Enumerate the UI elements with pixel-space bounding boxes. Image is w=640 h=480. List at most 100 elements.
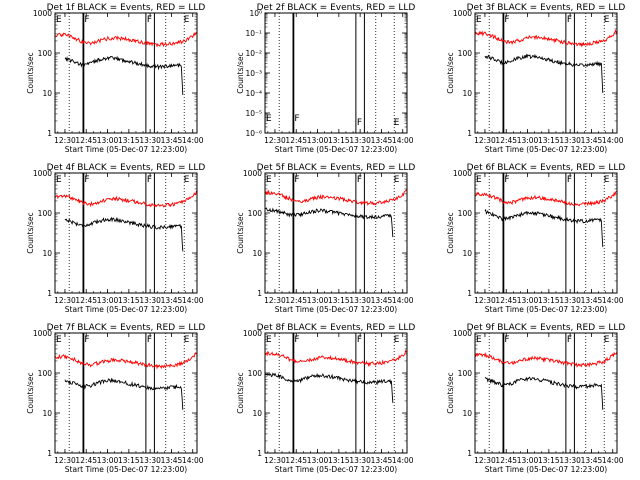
y-tick-label: 10 bbox=[252, 249, 262, 258]
event-marker-e: E bbox=[266, 335, 272, 345]
y-tick-label: 1000 bbox=[243, 329, 262, 338]
x-tick-label: 14:00 bbox=[392, 296, 414, 305]
chart-panel-8: Det 8f BLACK = Events, RED = LLD Start Ti… bbox=[236, 323, 415, 474]
x-axis-label: Start Time (05-Dec-07 12:23:00) bbox=[65, 465, 187, 474]
x-tick-label: 12:45 bbox=[75, 456, 97, 465]
event-marker-e: E bbox=[604, 335, 610, 345]
x-tick-label: 12:30 bbox=[264, 456, 286, 465]
y-tick-label: 100 bbox=[458, 369, 473, 378]
event-marker-e: E bbox=[476, 15, 482, 25]
y-tick-label: 10⁻¹ bbox=[245, 29, 262, 38]
panel-title: Det 7f BLACK = Events, RED = LLD bbox=[47, 323, 206, 333]
event-marker-f: F bbox=[147, 335, 152, 345]
y-tick-label: 1 bbox=[467, 449, 472, 458]
x-tick-label: 13:00 bbox=[97, 296, 119, 305]
x-axis-label: Start Time (05-Dec-07 12:23:00) bbox=[275, 305, 397, 314]
x-axis-label: Start Time (05-Dec-07 12:23:00) bbox=[485, 305, 607, 314]
lld-series-line bbox=[55, 31, 197, 48]
x-tick-label: 13:15 bbox=[538, 136, 560, 145]
x-axis-label: Start Time (05-Dec-07 12:23:00) bbox=[275, 145, 397, 154]
plot-frame bbox=[54, 172, 198, 294]
x-tick-label: 14:00 bbox=[392, 136, 414, 145]
y-axis-label: Counts/sec bbox=[236, 52, 245, 93]
y-tick-label: 100 bbox=[248, 369, 263, 378]
lld-series-line bbox=[475, 190, 617, 207]
x-tick-label: 13:30 bbox=[559, 136, 581, 145]
y-axis-label: Counts/sec bbox=[236, 212, 245, 253]
x-axis-label: Start Time (05-Dec-07 12:23:00) bbox=[65, 145, 187, 154]
event-marker-e: E bbox=[56, 335, 62, 345]
y-tick-label: 1 bbox=[257, 449, 262, 458]
event-marker-e: E bbox=[56, 175, 62, 185]
y-tick-label: 1 bbox=[47, 289, 52, 298]
event-marker-f: F bbox=[147, 15, 152, 25]
y-tick-label: 100 bbox=[38, 209, 53, 218]
y-tick-label: 10⁻² bbox=[245, 49, 262, 58]
y-tick-label: 10 bbox=[252, 409, 262, 418]
x-tick-label: 13:45 bbox=[581, 296, 603, 305]
plot-frame bbox=[54, 12, 198, 134]
y-tick-label: 10⁻³ bbox=[245, 69, 262, 78]
x-tick-label: 13:00 bbox=[97, 136, 119, 145]
y-tick-label: 100 bbox=[248, 209, 263, 218]
x-tick-label: 13:15 bbox=[538, 456, 560, 465]
y-axis-label: Counts/sec bbox=[26, 372, 35, 413]
x-tick-label: 13:15 bbox=[118, 456, 140, 465]
chart-panel-6: Det 6f BLACK = Events, RED = LLD Start Ti… bbox=[446, 163, 625, 314]
x-tick-label: 13:00 bbox=[517, 456, 539, 465]
event-marker-e: E bbox=[184, 335, 190, 345]
chart-panel-9: Det 9f BLACK = Events, RED = LLD Start Ti… bbox=[446, 323, 625, 474]
event-marker-f: F bbox=[294, 114, 299, 124]
y-tick-label: 1000 bbox=[33, 9, 52, 18]
panel-title: Det 3f BLACK = Events, RED = LLD bbox=[467, 3, 626, 13]
y-tick-label: 100 bbox=[458, 49, 473, 58]
x-tick-label: 13:45 bbox=[581, 136, 603, 145]
x-axis-label: Start Time (05-Dec-07 12:23:00) bbox=[485, 145, 607, 154]
y-tick-label: 10⁰ bbox=[249, 9, 262, 18]
x-tick-label: 13:15 bbox=[328, 296, 350, 305]
panel-title: Det 4f BLACK = Events, RED = LLD bbox=[47, 163, 206, 173]
event-marker-f: F bbox=[504, 15, 509, 25]
x-tick-label: 12:30 bbox=[54, 296, 76, 305]
event-marker-e: E bbox=[604, 175, 610, 185]
event-marker-e: E bbox=[266, 175, 272, 185]
y-tick-label: 1000 bbox=[453, 169, 472, 178]
chart-panel-1: Det 1f BLACK = Events, RED = LLD Start Ti… bbox=[26, 3, 205, 154]
x-tick-label: 14:00 bbox=[392, 456, 414, 465]
x-tick-label: 13:30 bbox=[139, 136, 161, 145]
event-marker-f: F bbox=[567, 15, 572, 25]
x-axis-label: Start Time (05-Dec-07 12:23:00) bbox=[275, 465, 397, 474]
y-axis-label: Counts/sec bbox=[446, 372, 455, 413]
x-tick-label: 14:00 bbox=[182, 136, 204, 145]
event-marker-e: E bbox=[184, 15, 190, 25]
lld-series-line bbox=[265, 349, 407, 368]
event-marker-f: F bbox=[147, 175, 152, 185]
x-tick-label: 13:45 bbox=[371, 136, 393, 145]
x-tick-label: 13:30 bbox=[349, 136, 371, 145]
plot-frame bbox=[54, 332, 198, 454]
chart-panel-3: Det 3f BLACK = Events, RED = LLD Start Ti… bbox=[446, 3, 625, 154]
lld-series-line bbox=[55, 352, 197, 370]
y-tick-label: 1 bbox=[257, 289, 262, 298]
events-series-line bbox=[265, 207, 394, 238]
y-tick-label: 1000 bbox=[33, 169, 52, 178]
x-tick-label: 13:30 bbox=[139, 296, 161, 305]
x-tick-label: 12:45 bbox=[75, 296, 97, 305]
event-marker-f: F bbox=[357, 175, 362, 185]
y-axis-label: Counts/sec bbox=[446, 52, 455, 93]
event-marker-f: F bbox=[504, 175, 509, 185]
x-tick-label: 12:45 bbox=[285, 296, 307, 305]
x-axis-label: Start Time (05-Dec-07 12:23:00) bbox=[485, 465, 607, 474]
x-tick-label: 13:00 bbox=[517, 136, 539, 145]
event-marker-f: F bbox=[357, 335, 362, 345]
x-tick-label: 12:45 bbox=[495, 136, 517, 145]
x-tick-label: 14:00 bbox=[602, 136, 624, 145]
x-tick-label: 12:30 bbox=[264, 136, 286, 145]
y-axis-label: Counts/sec bbox=[26, 212, 35, 253]
y-tick-label: 10 bbox=[462, 89, 472, 98]
x-tick-label: 12:30 bbox=[54, 136, 76, 145]
x-tick-label: 12:30 bbox=[264, 296, 286, 305]
lld-series-line bbox=[265, 189, 407, 206]
event-marker-f: F bbox=[357, 118, 362, 128]
